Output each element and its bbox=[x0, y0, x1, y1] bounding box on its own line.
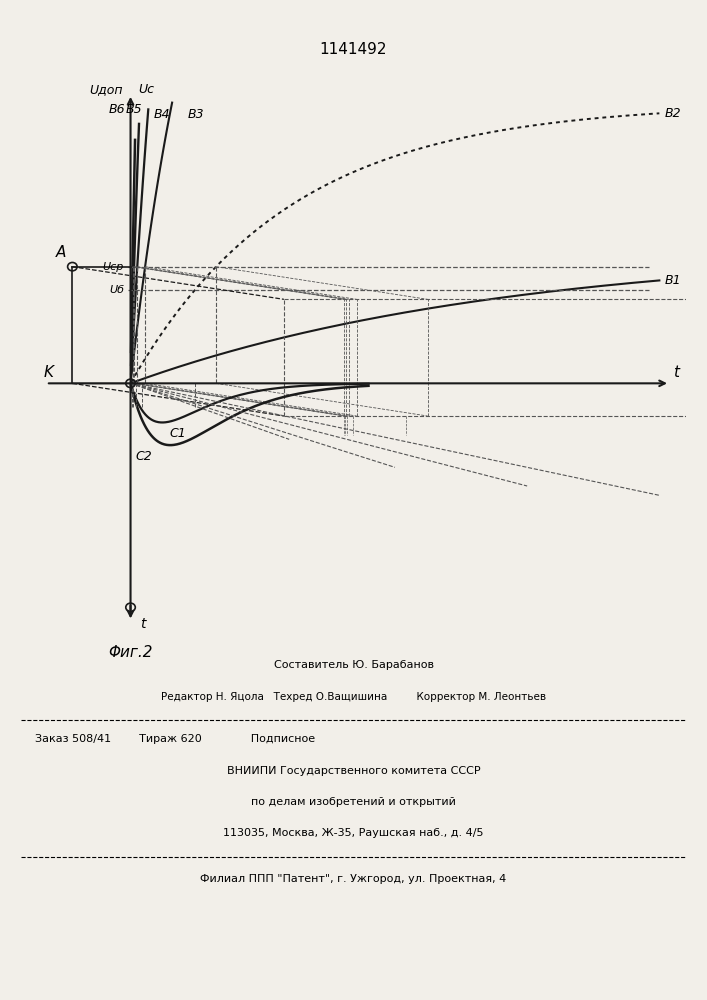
Text: Ucp: Ucp bbox=[103, 262, 124, 272]
Text: C1: C1 bbox=[170, 427, 187, 440]
Text: по делам изобретений и открытий: по делам изобретений и открытий bbox=[251, 797, 456, 807]
Text: Uб: Uб bbox=[109, 285, 124, 295]
Text: C2: C2 bbox=[135, 450, 152, 463]
Text: 1141492: 1141492 bbox=[320, 42, 387, 57]
Text: ВНИИПИ Государственного комитета СССР: ВНИИПИ Государственного комитета СССР bbox=[227, 766, 480, 776]
Text: t: t bbox=[672, 365, 679, 380]
Text: B3: B3 bbox=[188, 108, 204, 121]
Text: Uc: Uc bbox=[139, 83, 154, 96]
Text: Заказ 508/41        Тираж 620              Подписное: Заказ 508/41 Тираж 620 Подписное bbox=[35, 734, 315, 744]
Text: 113035, Москва, Ж-35, Раушская наб., д. 4/5: 113035, Москва, Ж-35, Раушская наб., д. … bbox=[223, 828, 484, 838]
Text: A: A bbox=[56, 245, 66, 260]
Text: Uдоп: Uдоп bbox=[89, 83, 122, 96]
Text: K: K bbox=[43, 365, 53, 380]
Text: B5: B5 bbox=[125, 103, 142, 116]
Text: B1: B1 bbox=[665, 274, 682, 287]
Text: Филиал ППП "Патент", г. Ужгород, ул. Проектная, 4: Филиал ППП "Патент", г. Ужгород, ул. Про… bbox=[200, 874, 507, 884]
Text: B6: B6 bbox=[108, 103, 125, 116]
Text: B4: B4 bbox=[153, 108, 170, 121]
Text: t: t bbox=[140, 617, 146, 631]
Text: B2: B2 bbox=[665, 107, 682, 120]
Text: Φиг.2: Φиг.2 bbox=[108, 645, 153, 660]
Text: Редактор Н. Яцола   Техред О.Ващишина         Корректор М. Леонтьев: Редактор Н. Яцола Техред О.Ващишина Корр… bbox=[161, 692, 546, 702]
Text: Составитель Ю. Барабанов: Составитель Ю. Барабанов bbox=[274, 660, 433, 670]
